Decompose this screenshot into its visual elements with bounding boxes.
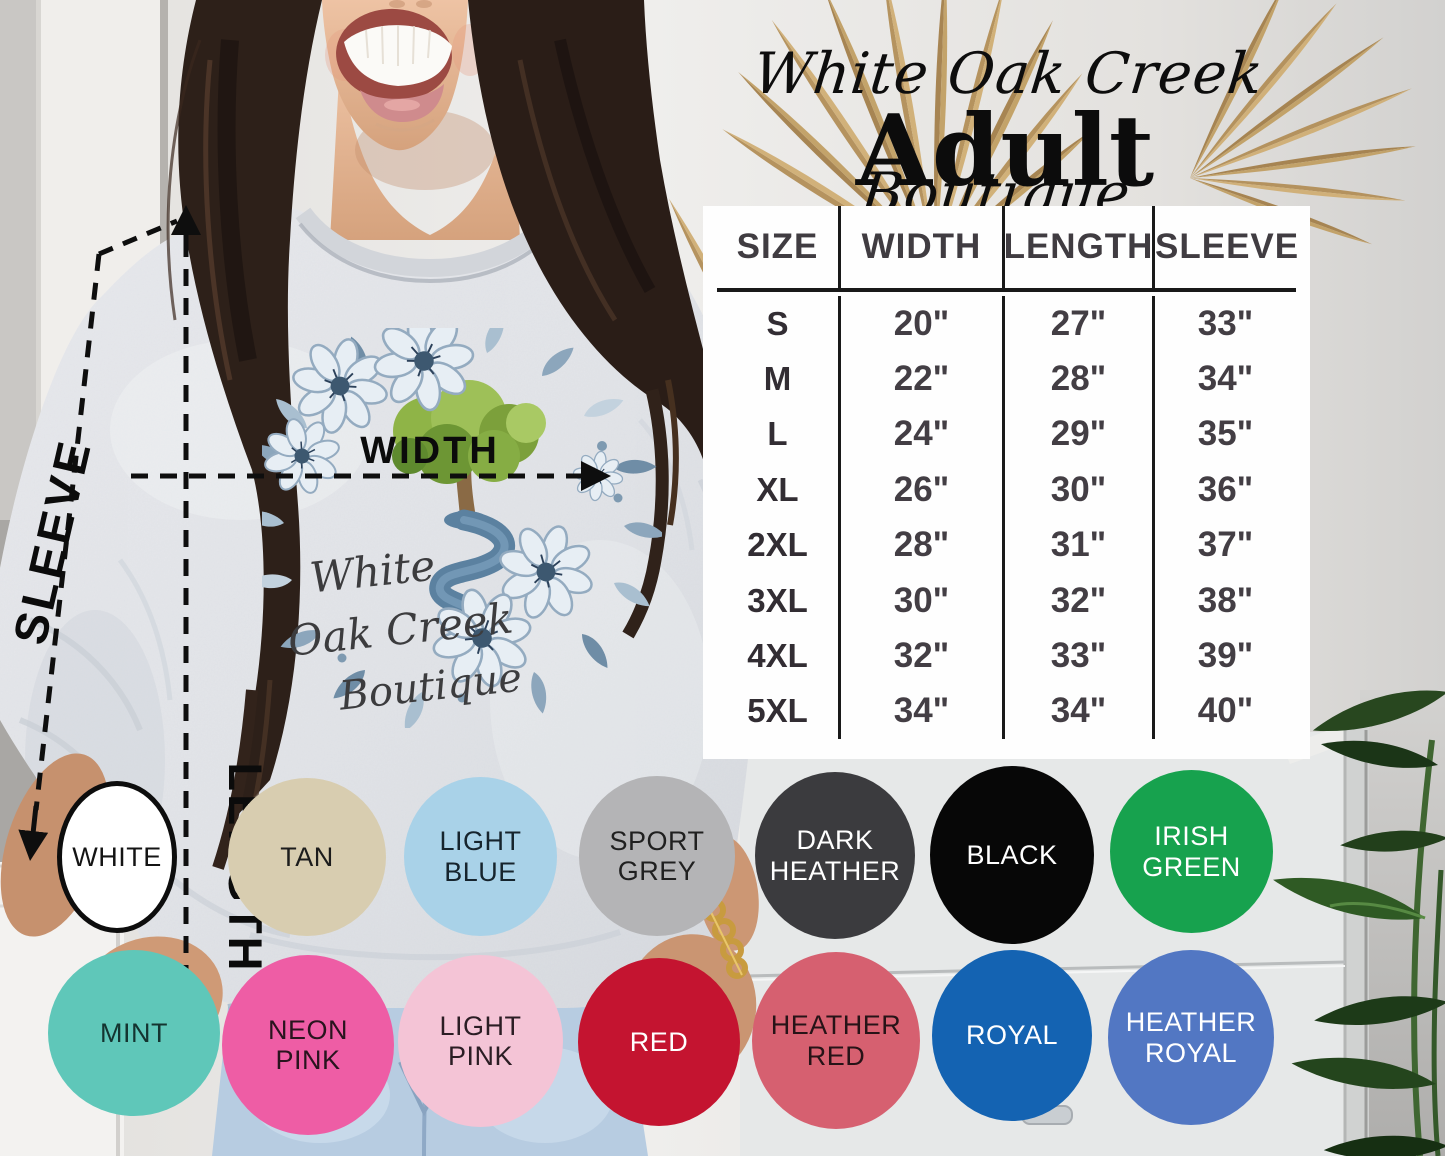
- table-cell: 24": [838, 406, 1002, 463]
- wreath-leaves: [262, 328, 662, 728]
- swatch-label: HEATHER ROYAL: [1125, 1007, 1257, 1068]
- model-hair: [166, 0, 713, 870]
- swatch-tan: TAN: [228, 778, 386, 936]
- table-cell: 34": [838, 683, 1002, 740]
- swatch-label: ROYAL: [965, 1020, 1059, 1051]
- swatch-label: DARK HEATHER: [769, 825, 901, 886]
- swatch-red: RED: [578, 958, 740, 1126]
- table-cell: 32": [838, 628, 1002, 684]
- column-header-length: LENGTH: [1002, 206, 1152, 288]
- table-cell: 20": [838, 296, 1002, 352]
- sleeve-label: SLEEVE: [3, 433, 102, 649]
- table-cell: 34": [1152, 351, 1296, 407]
- column-header-width: WIDTH: [838, 206, 1002, 288]
- table-cell: 35": [1152, 406, 1296, 463]
- table-cell: 27": [1002, 296, 1152, 352]
- table-row-size: 4XL: [747, 637, 808, 675]
- table-cell: 30": [838, 572, 1002, 629]
- swatch-white: WHITE: [57, 781, 177, 933]
- table-row-size: XL: [756, 470, 799, 508]
- table-cell: 26": [838, 462, 1002, 518]
- swatch-mint: MINT: [48, 950, 220, 1116]
- table-cell: 40": [1152, 683, 1296, 740]
- sleeve-arrow-line: [98, 218, 178, 257]
- table-cell: 38": [1152, 572, 1296, 629]
- plant: [1269, 676, 1445, 1156]
- category-title: Adult: [855, 94, 1155, 209]
- table-cell: 29": [1002, 406, 1152, 463]
- table-cell: 31": [1002, 517, 1152, 573]
- width-label: WIDTH: [360, 430, 500, 472]
- smile: [336, 8, 452, 132]
- table-row-size: S: [766, 304, 789, 342]
- swatch-label: BLACK: [966, 839, 1058, 870]
- sweatshirt-wreath-design: White Oak Creek Boutique: [262, 328, 662, 728]
- swatch-label: WHITE: [72, 841, 162, 872]
- table-cell: 34": [1002, 683, 1152, 740]
- swatch-label: TAN: [280, 841, 334, 872]
- table-cell: 36": [1152, 462, 1296, 518]
- swatch-label: HEATHER RED: [770, 1010, 902, 1071]
- swatch-label: NEON PINK: [267, 1014, 348, 1075]
- swatch-light-pink: LIGHT PINK: [398, 955, 563, 1127]
- size-chart-body: S 20" 27" 33" M 22" 28" 34" L 24" 29" 35…: [717, 296, 1296, 740]
- table-row-size: 5XL: [747, 692, 808, 730]
- table-cell: 33": [1002, 628, 1152, 684]
- swatch-light-blue: LIGHT BLUE: [404, 777, 557, 936]
- model-face: [322, 0, 488, 151]
- table-row-size: M: [763, 360, 792, 398]
- swatch-label: RED: [629, 1026, 689, 1057]
- column-header-size: SIZE: [736, 227, 819, 266]
- swatch-heather-royal: HEATHER ROYAL: [1108, 950, 1274, 1125]
- table-cell: 22": [838, 351, 1002, 407]
- swatch-label: LIGHT PINK: [439, 1010, 522, 1071]
- swatch-dark-heather: DARK HEATHER: [755, 772, 915, 939]
- table-row-size: L: [767, 415, 788, 453]
- table-cell: 37": [1152, 517, 1296, 573]
- table-cell: 28": [838, 517, 1002, 573]
- size-chart-header-row: SIZE WIDTH LENGTH SLEEVE: [717, 206, 1299, 292]
- swatch-label: IRISH GREEN: [1142, 821, 1241, 882]
- table-row-size: 2XL: [747, 526, 808, 564]
- table-cell: 39": [1152, 628, 1296, 684]
- swatch-label: LIGHT BLUE: [439, 826, 522, 887]
- swatch-label: SPORT GREY: [609, 825, 705, 886]
- table-row-size: 3XL: [747, 581, 808, 619]
- swatch-heather-red: HEATHER RED: [752, 952, 920, 1129]
- table-cell: 28": [1002, 351, 1152, 407]
- column-header-sleeve: SLEEVE: [1152, 206, 1299, 288]
- tree-graphic: [392, 380, 546, 518]
- table-cell: 33": [1152, 296, 1296, 352]
- swatch-label: MINT: [100, 1017, 168, 1048]
- table-cell: 32": [1002, 572, 1152, 629]
- swatch-neon-pink: NEON PINK: [222, 955, 394, 1135]
- table-cell: 30": [1002, 462, 1152, 518]
- swatch-sport-grey: SPORT GREY: [579, 776, 735, 936]
- size-chart-panel: SIZE WIDTH LENGTH SLEEVE S 20" 27" 33" M…: [703, 206, 1310, 759]
- swatch-irish-green: IRISH GREEN: [1110, 770, 1273, 933]
- swatch-royal: ROYAL: [932, 950, 1092, 1121]
- swatch-black: BLACK: [930, 766, 1094, 944]
